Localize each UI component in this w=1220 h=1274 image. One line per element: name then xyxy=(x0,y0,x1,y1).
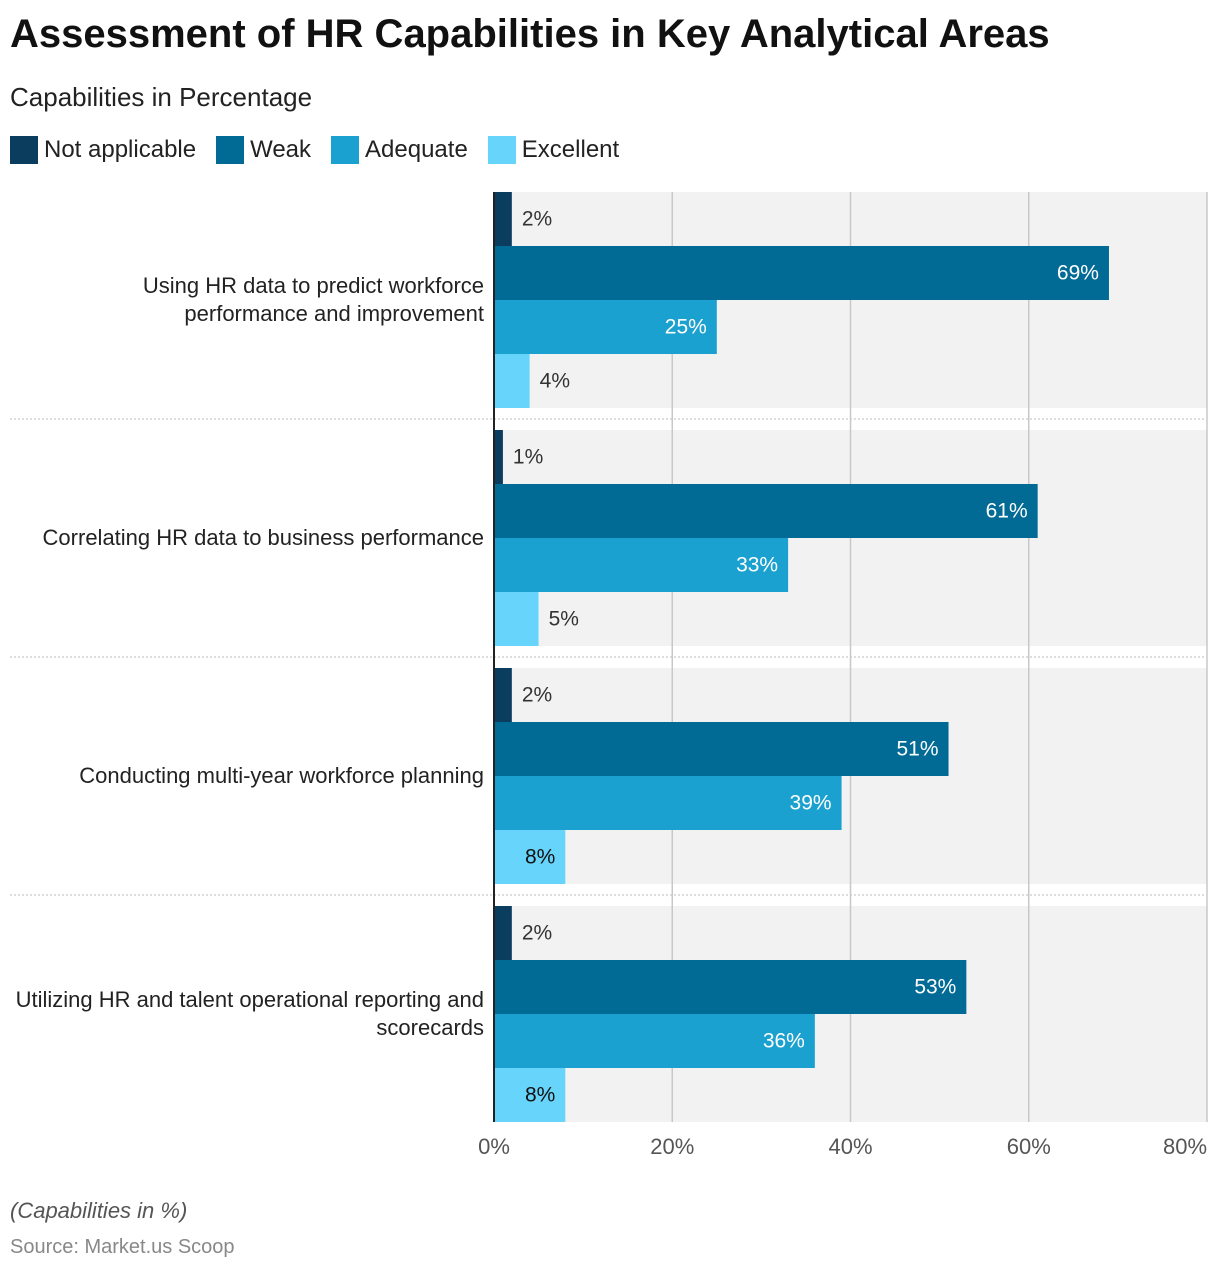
note: (Capabilities in %) xyxy=(10,1198,188,1223)
bar xyxy=(494,906,512,960)
legend-swatch xyxy=(216,136,245,164)
bar xyxy=(494,538,789,592)
category-label: Correlating HR data to business performa… xyxy=(42,525,484,550)
value-label: 5% xyxy=(549,608,579,631)
value-label: 53% xyxy=(914,976,956,999)
legend-swatch xyxy=(487,136,516,164)
category-label: Conducting multi-year workforce planning xyxy=(79,763,484,788)
bar xyxy=(494,1068,566,1122)
category-label: Utilizing HR and talent operational repo… xyxy=(15,987,484,1040)
category-label: Using HR data to predict workforce perfo… xyxy=(142,273,484,326)
legend-item: Adequate xyxy=(331,136,468,164)
bar xyxy=(494,960,967,1014)
legend-item: Excellent xyxy=(487,136,620,164)
value-label: 69% xyxy=(1057,262,1099,285)
bar xyxy=(494,776,842,830)
bar xyxy=(494,592,539,646)
legend-swatch xyxy=(10,136,38,164)
bar xyxy=(494,192,512,246)
legend: Not applicable Weak Adequate Excellent xyxy=(10,136,619,164)
bar xyxy=(494,722,949,776)
x-tick-label: 60% xyxy=(1007,1134,1051,1159)
legend-item: Not applicable xyxy=(10,136,196,164)
value-label: 39% xyxy=(790,792,832,815)
value-label: 51% xyxy=(897,738,939,761)
x-tick-label: 40% xyxy=(828,1134,872,1159)
value-label: 61% xyxy=(986,500,1028,523)
bar xyxy=(494,246,1109,300)
value-label: 4% xyxy=(540,370,570,393)
value-label: 8% xyxy=(525,846,555,869)
legend-label: Excellent xyxy=(521,136,620,163)
x-tick-label: 0% xyxy=(478,1134,510,1159)
bar xyxy=(494,484,1038,538)
value-label: 33% xyxy=(736,554,778,577)
bar xyxy=(494,1014,815,1068)
x-tick-label: 80% xyxy=(1163,1134,1207,1159)
legend-label: Adequate xyxy=(365,136,468,163)
value-label: 36% xyxy=(763,1030,805,1053)
legend-label: Weak xyxy=(250,136,312,163)
bar xyxy=(494,830,566,884)
value-label: 2% xyxy=(522,922,552,945)
bar xyxy=(494,354,530,408)
value-label: 2% xyxy=(522,208,552,231)
legend-item: Weak xyxy=(216,136,311,164)
legend-label: Not applicable xyxy=(44,136,197,163)
value-label: 2% xyxy=(522,684,552,707)
value-label: 1% xyxy=(513,446,543,469)
chart-title: Assessment of HR Capabilities in Key Ana… xyxy=(10,12,1050,56)
legend-swatch xyxy=(331,136,360,164)
value-label: 25% xyxy=(665,316,707,339)
bar xyxy=(494,300,717,354)
value-label: 8% xyxy=(525,1084,555,1107)
bar xyxy=(494,430,503,484)
source: Source: Market.us Scoop xyxy=(10,1236,235,1258)
bar xyxy=(494,668,512,722)
chart-subtitle: Capabilities in Percentage xyxy=(10,82,313,112)
x-tick-label: 20% xyxy=(650,1134,694,1159)
